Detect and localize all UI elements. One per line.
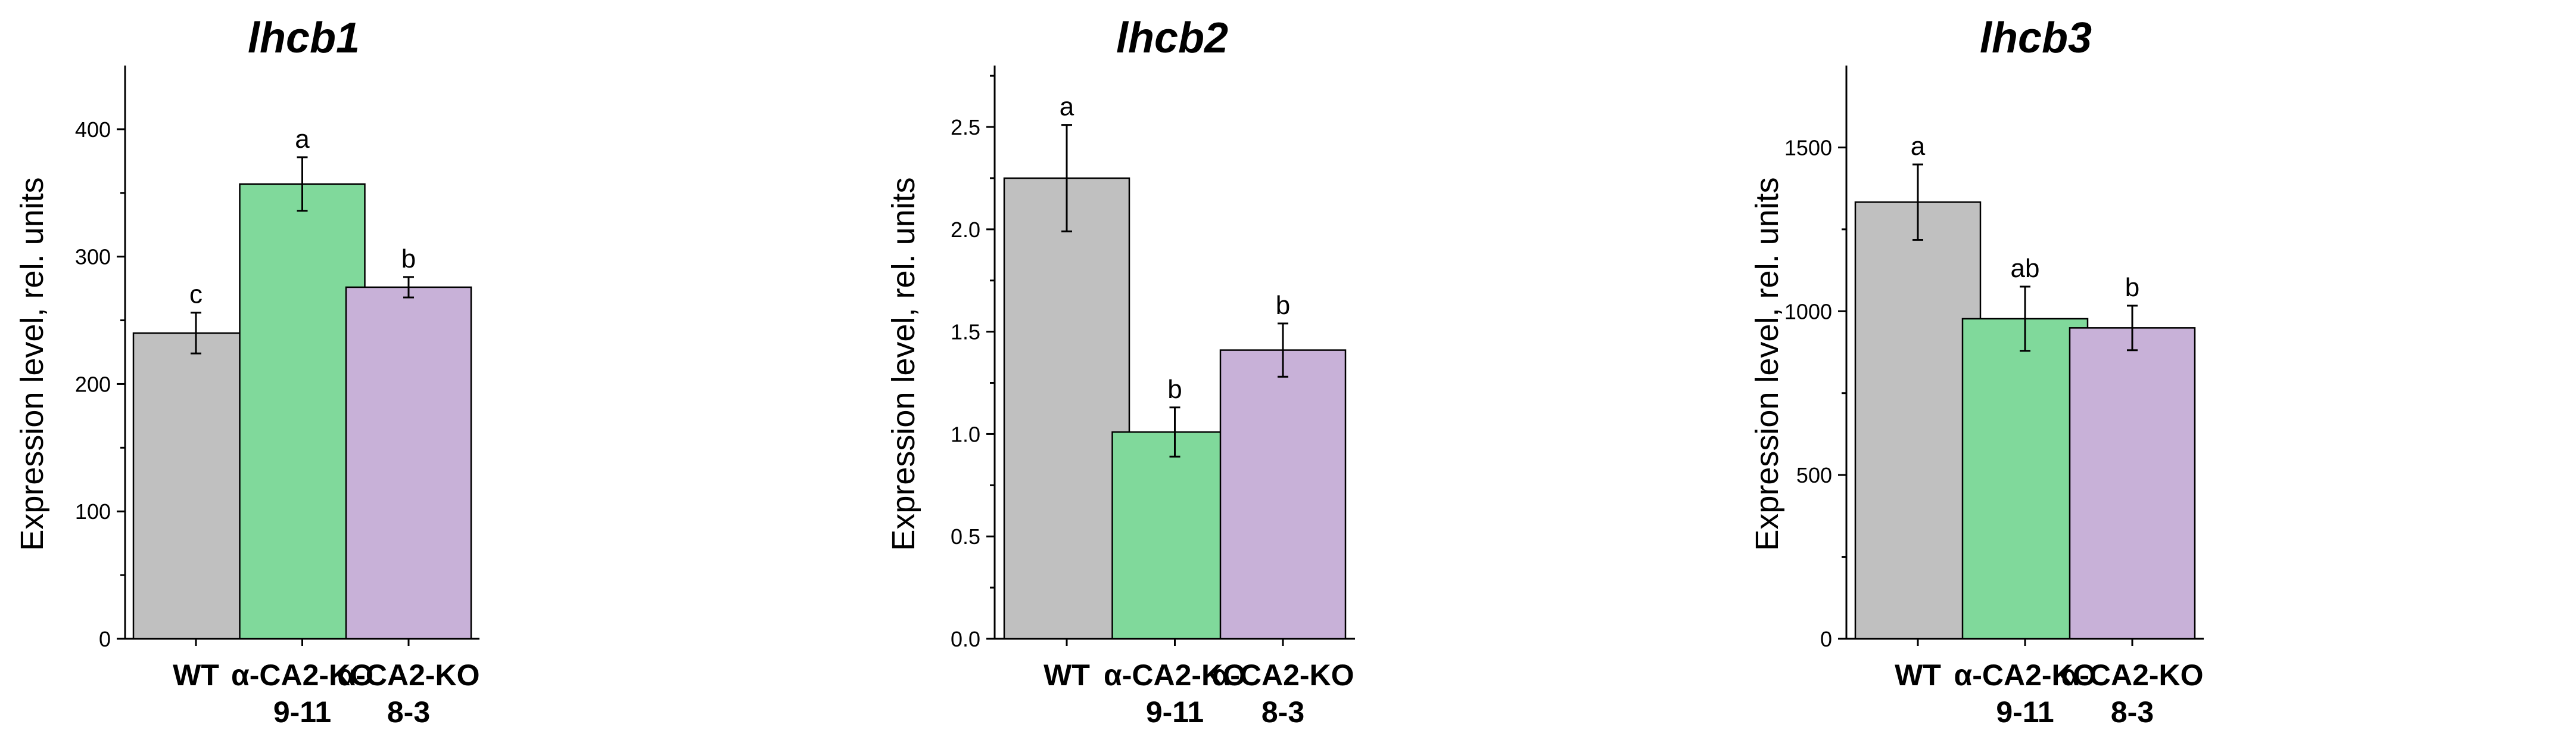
- chart-panel-lhcb3: lhcb3 Expression level, rel. units 0 500 1…: [1749, 14, 2204, 729]
- x-tick-label: α-CA2-KO: [1954, 658, 2096, 692]
- x-tick-label: 8-3: [387, 695, 430, 729]
- y-tick-label: 300: [75, 245, 111, 269]
- y-tick-label: 2.5: [951, 115, 980, 139]
- significance-label: b: [2125, 273, 2139, 302]
- y-axis-label: Expression level, rel. units: [14, 177, 50, 551]
- x-tick-label: 8-3: [2111, 695, 2154, 729]
- y-tick-label: 1000: [1784, 299, 1832, 324]
- chart-title: lhcb2: [1116, 14, 1228, 62]
- x-tick-label: α-CA2-KO: [337, 658, 479, 692]
- x-tick-label: WT: [1895, 658, 1941, 692]
- y-tick-label: 0.5: [951, 524, 980, 549]
- y-tick-label: 100: [75, 499, 111, 524]
- bar: [1961, 318, 2089, 640]
- x-tick-label: WT: [173, 658, 219, 692]
- significance-label: a: [1911, 132, 1926, 161]
- chart-title: lhcb1: [248, 14, 360, 62]
- x-tick-label: α-CA2-KO: [231, 658, 373, 692]
- y-tick-label: 0: [99, 627, 111, 651]
- y-tick-label: 0.0: [951, 627, 980, 651]
- x-tick-label: α-CA2-KO: [1104, 658, 1246, 692]
- significance-label: a: [295, 125, 310, 154]
- bar: [2069, 327, 2196, 640]
- y-tick-label: 1.0: [951, 422, 980, 446]
- significance-label: c: [189, 280, 203, 309]
- bar: [1854, 201, 1982, 640]
- y-tick-label: 500: [1796, 463, 1832, 487]
- y-tick-label: 400: [75, 117, 111, 142]
- y-tick-label: 2.0: [951, 217, 980, 242]
- x-tick-label: WT: [1044, 658, 1090, 692]
- significance-label: a: [1060, 92, 1074, 122]
- chart-panel-lhcb2: lhcb2 Expression level, rel. units 0.0 0.…: [886, 14, 1355, 729]
- x-tick-label: α-CA2-KO: [2061, 658, 2203, 692]
- x-tick-label: 9-11: [273, 695, 331, 729]
- y-tick-label: 1.5: [951, 320, 980, 344]
- bar: [1111, 431, 1238, 640]
- bar: [1219, 349, 1347, 640]
- chart-panel-lhcb1: lhcb1 Expression level, rel. units 0 100 2…: [14, 14, 480, 729]
- bar: [345, 286, 472, 640]
- y-tick-label: 200: [75, 372, 111, 396]
- significance-label: b: [401, 244, 416, 274]
- x-tick-label: α-CA2-KO: [1211, 658, 1354, 692]
- x-tick-label: 9-11: [1996, 695, 2054, 729]
- bar: [132, 332, 260, 640]
- significance-label: b: [1276, 291, 1290, 320]
- bar: [1003, 177, 1130, 640]
- x-tick-label: 9-11: [1146, 695, 1204, 729]
- x-tick-label: 8-3: [1261, 695, 1304, 729]
- y-tick-label: 0: [1820, 627, 1832, 651]
- y-axis-label: Expression level, rel. units: [1749, 177, 1785, 551]
- chart-title: lhcb3: [1980, 14, 2092, 62]
- y-tick-label: 1500: [1784, 135, 1832, 160]
- significance-label: ab: [2011, 254, 2040, 283]
- significance-label: b: [1167, 375, 1182, 404]
- y-axis-label: Expression level, rel. units: [886, 177, 921, 551]
